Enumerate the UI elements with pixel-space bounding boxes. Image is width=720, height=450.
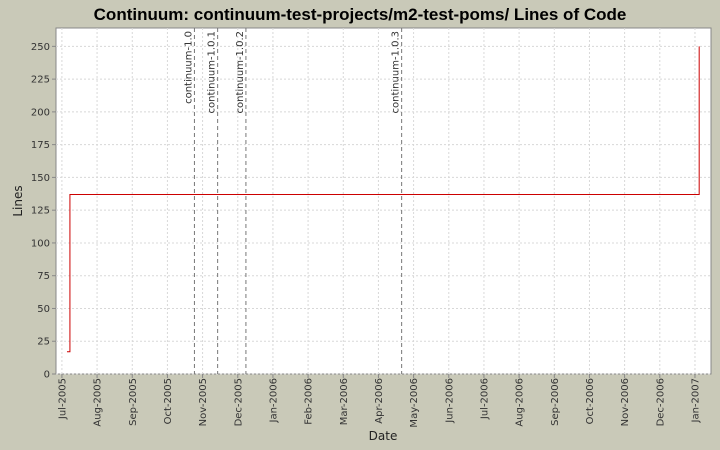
x-tick-label: Oct-2005 bbox=[163, 378, 174, 424]
chart-title: Continuum: continuum-test-projects/m2-te… bbox=[94, 5, 627, 24]
y-tick-label: 0 bbox=[44, 370, 50, 381]
y-tick-label: 50 bbox=[37, 304, 50, 315]
x-tick-label: Nov-2006 bbox=[620, 378, 631, 426]
y-tick-label: 100 bbox=[31, 238, 50, 249]
x-tick-label: Aug-2005 bbox=[93, 378, 104, 427]
event-marker-label: continuum-1.0 bbox=[183, 31, 194, 104]
event-marker-label: continuum-1.0.2 bbox=[235, 31, 246, 113]
y-tick-label: 150 bbox=[31, 173, 50, 184]
x-tick-label: Jan-2007 bbox=[690, 378, 701, 423]
y-tick-label: 175 bbox=[31, 140, 50, 151]
x-tick-label: Feb-2006 bbox=[304, 378, 315, 425]
x-tick-label: Jul-2006 bbox=[479, 378, 490, 420]
y-tick-label: 75 bbox=[37, 271, 50, 282]
x-tick-label: Sep-2005 bbox=[128, 378, 139, 426]
line bbox=[66, 46, 700, 353]
x-tick-label: Jan-2006 bbox=[268, 378, 279, 423]
x-tick-label: Dec-2006 bbox=[655, 378, 666, 426]
y-tick-label: 125 bbox=[31, 206, 50, 217]
x-tick-label: Jun-2006 bbox=[444, 378, 455, 424]
event-marker-label: continuum-1.0.3 bbox=[391, 31, 402, 113]
x-tick-label: Mar-2006 bbox=[339, 378, 350, 425]
y-tick-label: 250 bbox=[31, 42, 50, 53]
y-tick-label: 225 bbox=[31, 75, 50, 86]
x-tick-label: May-2006 bbox=[409, 378, 420, 428]
x-tick-label: Dec-2005 bbox=[233, 378, 244, 426]
event-marker-label: continuum-1.0.1 bbox=[207, 31, 218, 113]
x-tick-label: Aug-2006 bbox=[515, 378, 526, 427]
x-tick-label: Nov-2005 bbox=[198, 378, 209, 426]
y-tick-label: 200 bbox=[31, 107, 50, 118]
y-axis-label: Lines bbox=[11, 185, 25, 216]
plot-area bbox=[55, 27, 712, 375]
x-axis-label: Date bbox=[369, 429, 398, 443]
x-tick-label: Apr-2006 bbox=[374, 378, 385, 424]
y-tick-label: 25 bbox=[37, 337, 50, 348]
x-tick-label: Jul-2005 bbox=[57, 378, 68, 420]
x-tick-label: Oct-2006 bbox=[585, 378, 596, 424]
x-tick-label: Sep-2006 bbox=[550, 378, 561, 426]
